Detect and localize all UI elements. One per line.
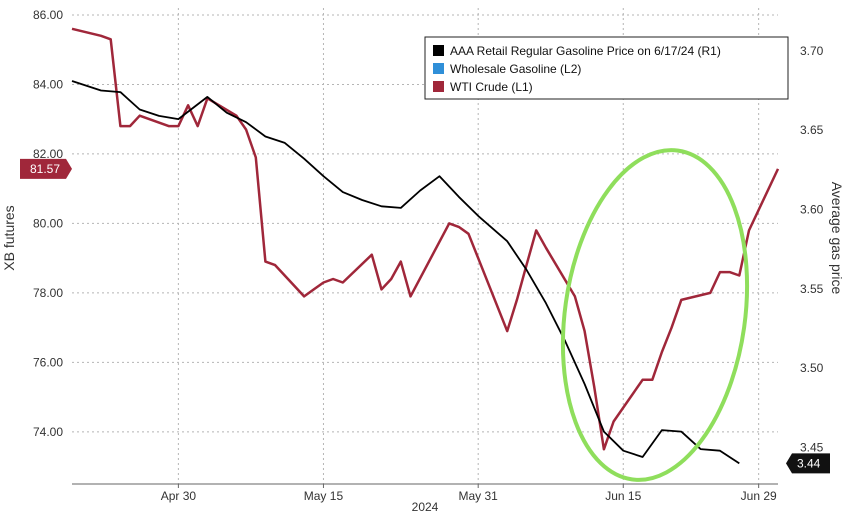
right-tick-label: 3.60 xyxy=(800,203,824,217)
left-tick-label: 82.00 xyxy=(33,147,63,161)
series-group xyxy=(71,27,780,465)
legend-label: Wholesale Gasoline (L2) xyxy=(450,62,581,76)
left-tick-label: 76.00 xyxy=(33,355,63,369)
legend-label: WTI Crude (L1) xyxy=(450,80,533,94)
left-tick-label: 86.00 xyxy=(33,8,63,22)
x-tick-label: Apr 30 xyxy=(161,489,197,503)
aaa-gas-price-line xyxy=(71,80,740,465)
legend: AAA Retail Regular Gasoline Price on 6/1… xyxy=(424,36,789,100)
legend-box xyxy=(424,36,789,100)
right-axis-ticks: 3.70 3.65 3.60 3.55 3.50 3.45 xyxy=(800,44,824,455)
x-axis-title: 2024 xyxy=(412,500,439,514)
right-tick-label: 3.55 xyxy=(800,282,824,296)
x-tick-label: May 15 xyxy=(304,489,344,503)
legend-label: AAA Retail Regular Gasoline Price on 6/1… xyxy=(450,44,721,58)
highlight-ellipse xyxy=(560,148,750,482)
value-badges: 81.57 3.44 xyxy=(20,158,830,474)
x-tick-label: Jun 29 xyxy=(741,489,777,503)
legend-swatch xyxy=(433,81,444,92)
right-tick-label: 3.70 xyxy=(800,44,824,58)
left-tick-label: 78.00 xyxy=(33,286,63,300)
left-tick-label: 80.00 xyxy=(33,216,63,230)
left-tick-label: 74.00 xyxy=(33,425,63,439)
left-axis-ticks: 86.00 84.00 82.00 80.00 78.00 76.00 74.00 xyxy=(33,8,63,439)
wti-value-badge xyxy=(20,158,72,179)
right-axis-title: Average gas price xyxy=(829,182,845,295)
gridlines xyxy=(72,8,778,484)
wti-crude-line xyxy=(71,27,780,451)
wti-value-label: 81.57 xyxy=(30,162,60,176)
left-tick-label: 84.00 xyxy=(33,77,63,91)
x-tick-label: May 31 xyxy=(459,489,499,503)
left-axis-title: XB futures xyxy=(1,205,17,270)
right-tick-label: 3.65 xyxy=(800,123,824,137)
right-tick-label: 3.50 xyxy=(800,361,824,375)
x-axis-ticks: Apr 30 May 15 May 31 Jun 15 Jun 29 xyxy=(161,484,777,503)
legend-swatch xyxy=(433,63,444,74)
gas-price-value-badge xyxy=(786,453,830,474)
right-tick-label: 3.45 xyxy=(800,441,824,455)
gas-price-value-label: 3.44 xyxy=(797,456,821,470)
legend-swatch xyxy=(433,45,444,56)
x-tick-label: Jun 15 xyxy=(605,489,641,503)
